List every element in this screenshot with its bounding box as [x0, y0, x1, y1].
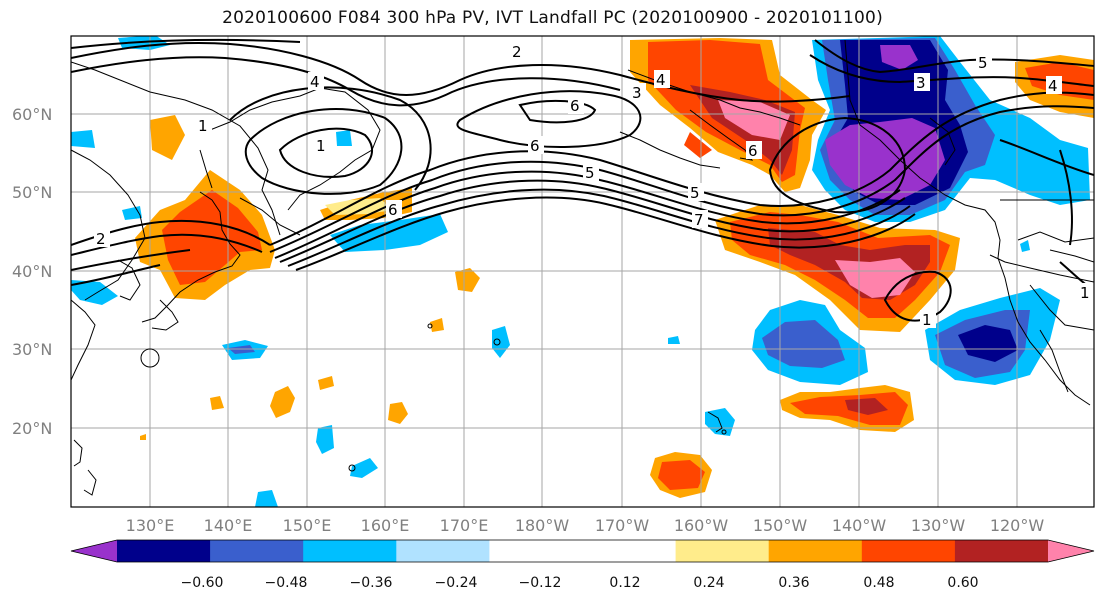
colorbar-outline: [70, 539, 1095, 563]
colorbar-swatch: [117, 540, 211, 562]
colorbar-tick-label: −0.12: [519, 575, 562, 591]
contour-label: 5: [690, 184, 700, 202]
coastlines: [71, 39, 1094, 496]
contour-label: 1: [198, 117, 208, 135]
colorbar-tick-label: 0.36: [778, 575, 809, 591]
contour-label: 7: [694, 211, 704, 229]
contour-label: 6: [570, 97, 580, 115]
lon-label: 170°E: [440, 516, 489, 535]
lon-label: 180°W: [515, 516, 570, 535]
colorbar-tick-label: 0.48: [863, 575, 894, 591]
lat-label: 60°N: [12, 105, 52, 124]
colorbar-swatch: [210, 540, 304, 562]
contour-label: 5: [585, 164, 595, 182]
contour-label: 5: [978, 54, 988, 72]
colorbar: [70, 539, 1095, 563]
graticule: [71, 36, 1094, 507]
lat-label: 50°N: [12, 183, 52, 202]
colorbar-swatch: [675, 540, 770, 562]
colorbar-tick-labels: −0.60 −0.48 −0.36 −0.24 −0.12 0.12 0.24 …: [181, 575, 979, 591]
colorbar-swatch: [768, 540, 863, 562]
lon-label: 160°W: [674, 516, 729, 535]
map-panel: 2 4 1 6 6 3 5 5 7 6 1 2 6 4 5 3 4 1 1: [71, 36, 1094, 507]
lon-label: 150°W: [753, 516, 808, 535]
latitude-labels: 60°N 50°N 40°N 30°N 20°N: [12, 105, 52, 438]
ivt-shading: [71, 36, 1094, 507]
contour-label: 3: [916, 74, 926, 92]
colorbar-extend-low: [71, 540, 117, 562]
lon-label: 170°W: [595, 516, 650, 535]
lon-label: 130°E: [126, 516, 175, 535]
contour-label: 2: [512, 43, 522, 61]
lon-label: 120°W: [990, 516, 1045, 535]
lon-label: 140°E: [204, 516, 253, 535]
contour-label: 1: [1080, 284, 1090, 302]
map-title: 2020100600 F084 300 hPa PV, IVT Landfall…: [222, 8, 883, 28]
contour-label: 1: [922, 311, 932, 329]
colorbar-tick-label: 0.24: [693, 575, 724, 591]
lon-label: 140°W: [832, 516, 887, 535]
colorbar-swatch: [582, 540, 677, 562]
contour-label: 2: [96, 230, 106, 248]
colorbar-tick-label: 0.12: [609, 575, 640, 591]
contour-label: 6: [748, 142, 758, 160]
colorbar-tick-label: 0.60: [947, 575, 978, 591]
lat-label: 30°N: [12, 340, 52, 359]
pv-contours: [71, 39, 1094, 322]
contour-label: 4: [1048, 77, 1058, 95]
contour-label: 1: [316, 137, 326, 155]
contour-labels: 2 4 1 6 6 3 5 5 7 6 1 2 6 4 5 3 4 1 1: [94, 42, 1094, 329]
contour-label: 3: [632, 84, 642, 102]
contour-label: 6: [388, 201, 398, 219]
contour-label: 4: [310, 73, 320, 91]
colorbar-tick-label: −0.24: [435, 575, 478, 591]
lon-label: 130°W: [911, 516, 966, 535]
colorbar-swatch: [861, 540, 956, 562]
map-frame: [70, 35, 1095, 508]
colorbar-swatch: [396, 540, 490, 562]
contour-label: 6: [530, 137, 540, 155]
colorbar-tick-label: −0.60: [181, 575, 224, 591]
longitude-labels: 130°E 140°E 150°E 160°E 170°E 180°W 170°…: [126, 516, 1045, 535]
lat-label: 40°N: [12, 262, 52, 281]
colorbar-tick-label: −0.48: [265, 575, 308, 591]
contour-label: 4: [656, 71, 666, 89]
lat-label: 20°N: [12, 419, 52, 438]
colorbar-swatch: [489, 540, 583, 562]
colorbar-tick-label: −0.36: [350, 575, 393, 591]
colorbar-swatch: [303, 540, 397, 562]
colorbar-swatch: [954, 540, 1049, 562]
colorbar-extend-high: [1048, 540, 1094, 562]
lon-label: 160°E: [361, 516, 410, 535]
lon-label: 150°E: [283, 516, 332, 535]
